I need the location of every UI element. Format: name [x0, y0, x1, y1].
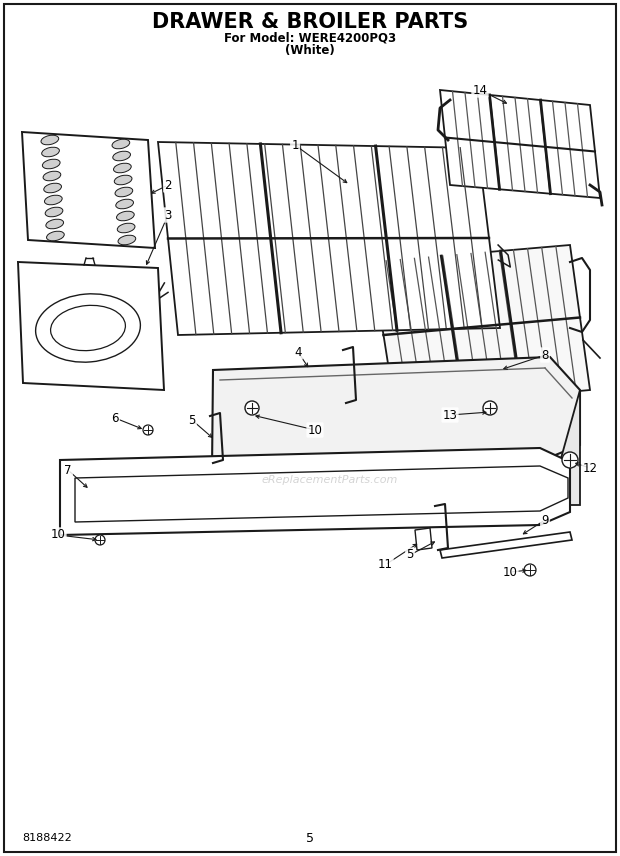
- Ellipse shape: [143, 425, 153, 435]
- Ellipse shape: [41, 135, 59, 145]
- Polygon shape: [22, 132, 155, 248]
- Polygon shape: [212, 357, 580, 470]
- Text: eReplacementParts.com: eReplacementParts.com: [262, 475, 398, 485]
- Text: 5: 5: [188, 413, 196, 426]
- Ellipse shape: [42, 159, 60, 169]
- Ellipse shape: [95, 535, 105, 545]
- Ellipse shape: [117, 223, 135, 233]
- Ellipse shape: [483, 401, 497, 415]
- Text: 2: 2: [164, 179, 172, 192]
- Ellipse shape: [115, 187, 133, 197]
- Ellipse shape: [562, 452, 578, 468]
- Ellipse shape: [116, 199, 133, 209]
- Text: 10: 10: [503, 566, 518, 579]
- Polygon shape: [18, 262, 164, 390]
- Ellipse shape: [245, 401, 259, 415]
- Ellipse shape: [45, 195, 62, 205]
- Polygon shape: [158, 142, 500, 335]
- Ellipse shape: [35, 294, 140, 362]
- Polygon shape: [212, 458, 548, 515]
- Text: 4: 4: [294, 346, 302, 359]
- Text: 1: 1: [291, 139, 299, 152]
- Ellipse shape: [42, 147, 60, 157]
- Ellipse shape: [46, 219, 64, 229]
- Text: 10: 10: [51, 528, 66, 542]
- Polygon shape: [60, 448, 570, 535]
- Ellipse shape: [44, 183, 61, 193]
- Text: 3: 3: [164, 209, 172, 222]
- Text: 7: 7: [64, 463, 72, 477]
- Text: 5: 5: [406, 549, 414, 562]
- Ellipse shape: [112, 140, 130, 149]
- Ellipse shape: [113, 152, 130, 161]
- Text: 13: 13: [443, 408, 458, 421]
- Ellipse shape: [117, 211, 134, 221]
- Ellipse shape: [113, 163, 131, 173]
- Ellipse shape: [51, 306, 125, 351]
- Text: (White): (White): [285, 44, 335, 56]
- Ellipse shape: [114, 175, 132, 185]
- Ellipse shape: [118, 235, 136, 245]
- Text: 14: 14: [472, 84, 487, 97]
- Polygon shape: [75, 466, 568, 522]
- Text: 10: 10: [308, 424, 322, 437]
- Ellipse shape: [45, 207, 63, 217]
- Text: 6: 6: [111, 412, 119, 425]
- Text: 12: 12: [583, 461, 598, 474]
- Polygon shape: [440, 532, 572, 558]
- Polygon shape: [415, 528, 432, 550]
- Ellipse shape: [43, 171, 61, 181]
- Text: DRAWER & BROILER PARTS: DRAWER & BROILER PARTS: [152, 12, 468, 32]
- Text: 8: 8: [541, 348, 549, 361]
- Polygon shape: [440, 90, 600, 198]
- Text: 9: 9: [541, 514, 549, 526]
- Polygon shape: [372, 245, 590, 408]
- Ellipse shape: [524, 564, 536, 576]
- Text: 8188422: 8188422: [22, 833, 72, 843]
- Text: 11: 11: [378, 558, 392, 572]
- Polygon shape: [548, 390, 580, 505]
- Ellipse shape: [46, 231, 64, 241]
- Text: 5: 5: [306, 831, 314, 845]
- Text: For Model: WERE4200PQ3: For Model: WERE4200PQ3: [224, 32, 396, 45]
